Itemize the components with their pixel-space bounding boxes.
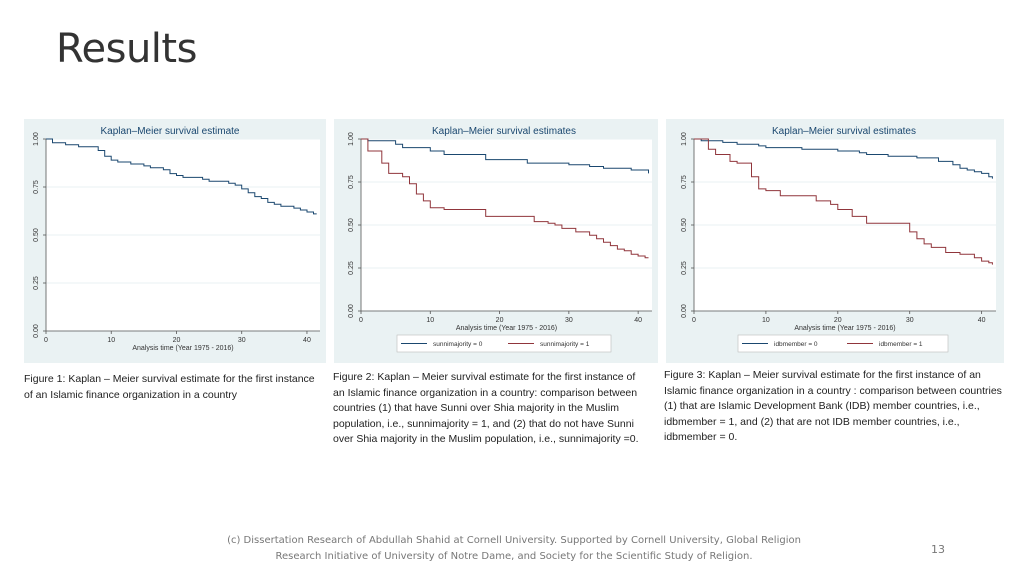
figure-3-caption: Figure 3: Kaplan – Meier survival estima…	[664, 369, 1002, 443]
page-number: 13	[931, 543, 945, 556]
x-tick-label: 0	[44, 337, 48, 344]
survival-curve-sunnimajority-1	[361, 138, 649, 259]
x-axis-title: Analysis time (Year 1975 - 2016)	[456, 325, 557, 332]
survival-curve-overall	[46, 138, 317, 215]
y-tick-label: 0.75	[681, 175, 688, 189]
x-tick-label: 20	[496, 317, 504, 324]
y-tick-label: 0.25	[33, 276, 40, 290]
x-tick-label: 0	[359, 317, 363, 324]
y-tick-label: 0.75	[348, 175, 355, 189]
x-tick-label: 20	[173, 337, 181, 344]
chart-title: Kaplan–Meier survival estimate	[101, 126, 240, 137]
y-tick-label: 1.00	[681, 132, 688, 146]
km-chart-idbmember: Kaplan–Meier survival estimates 0.00 0.25 0…	[666, 119, 1004, 363]
figure-2-caption: Figure 2: Kaplan – Meier survival estima…	[333, 371, 639, 445]
y-tick-label: 0.75	[33, 180, 40, 194]
y-tick-label: 0.25	[681, 261, 688, 275]
km-chart-idbmember-svg: Kaplan–Meier survival estimates 0.00 0.25 0…	[681, 126, 996, 353]
legend-label-1: idbmember = 1	[879, 341, 923, 348]
x-tick-label: 40	[303, 337, 311, 344]
y-tick-label: 0.50	[33, 228, 40, 242]
y-tick-label: 1.00	[348, 132, 355, 146]
x-tick-label: 40	[978, 317, 986, 324]
slide-title: Results	[56, 26, 197, 72]
x-tick-label: 40	[634, 317, 642, 324]
chart-title: Kaplan–Meier survival estimates	[432, 126, 576, 137]
figure-1-caption: Figure 1: Kaplan – Meier survival estima…	[24, 373, 315, 401]
y-tick-label: 0.50	[681, 218, 688, 232]
x-axis-title: Analysis time (Year 1975 - 2016)	[794, 325, 895, 332]
km-chart-overall-svg: Kaplan–Meier survival estimate 0.00 0.25 0.…	[33, 126, 320, 352]
x-tick-label: 20	[834, 317, 842, 324]
x-tick-label: 10	[107, 337, 115, 344]
survival-curve-idbmember-0	[694, 138, 993, 179]
x-tick-label: 30	[565, 317, 573, 324]
km-chart-sunnimajority: Kaplan–Meier survival estimates 0.00 0.25 0…	[334, 119, 658, 363]
y-tick-label: 0.00	[681, 304, 688, 318]
y-tick-label: 0.25	[348, 261, 355, 275]
y-tick-label: 1.00	[33, 132, 40, 146]
y-tick-label: 0.00	[348, 304, 355, 318]
x-tick-label: 10	[426, 317, 434, 324]
x-tick-label: 10	[762, 317, 770, 324]
km-chart-overall: Kaplan–Meier survival estimate 0.00 0.25 0.…	[24, 119, 326, 363]
x-axis-title: Analysis time (Year 1975 - 2016)	[132, 345, 233, 352]
chart-title: Kaplan–Meier survival estimates	[772, 126, 916, 137]
footer-credit: (c) Dissertation Research of Abdullah Sh…	[227, 535, 801, 562]
km-chart-sunnimajority-svg: Kaplan–Meier survival estimates 0.00 0.25 0…	[348, 126, 652, 353]
legend-box	[737, 334, 949, 353]
survival-curve-idbmember-1	[694, 138, 993, 265]
y-tick-label: 0.00	[33, 324, 40, 338]
legend-label-0: sunnimajority = 0	[433, 341, 483, 348]
survival-curve-sunnimajority-0	[361, 138, 649, 174]
y-tick-label: 0.50	[348, 218, 355, 232]
x-tick-label: 0	[692, 317, 696, 324]
x-tick-label: 30	[906, 317, 914, 324]
legend-label-0: idbmember = 0	[774, 341, 818, 348]
x-tick-label: 30	[238, 337, 246, 344]
legend-box	[396, 334, 612, 353]
legend-label-1: sunnimajority = 1	[540, 341, 590, 348]
